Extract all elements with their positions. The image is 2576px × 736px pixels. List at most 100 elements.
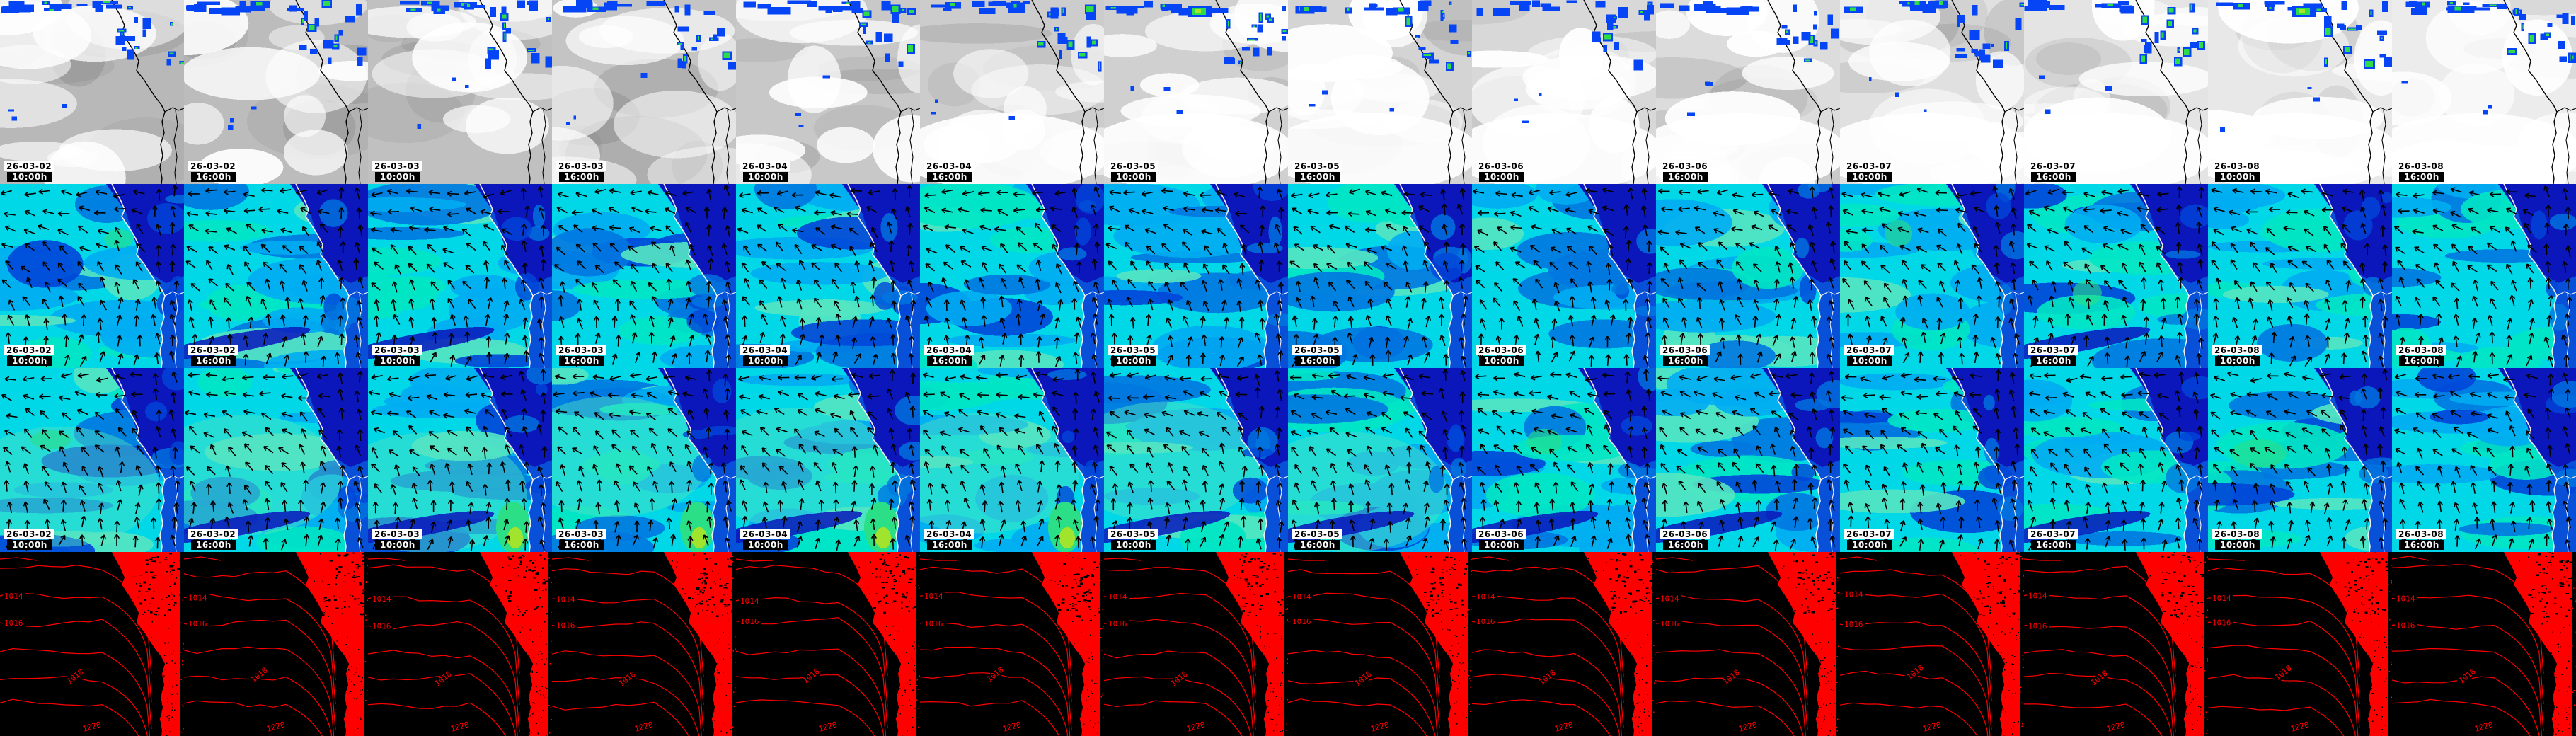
map-tile-wind-b[interactable]: 26-03-02 10:00h [0,368,184,552]
map-tile-clouds-precipitation[interactable]: 26-03-08 16:00h [2392,0,2576,184]
wind-arrow [2032,316,2039,328]
map-tile-clouds-precipitation[interactable]: 26-03-02 16:00h [184,0,368,184]
wind-arrow [1864,297,1873,307]
map-tile-wind-b[interactable]: 26-03-08 16:00h [2392,368,2576,552]
wind-arrow [1841,395,1853,401]
wind-arrow [1420,444,1427,456]
map-tile-wind-a[interactable]: 26-03-05 10:00h [1104,184,1288,368]
map-tile-pressure-isobars[interactable]: 1014 1016 1018 1020 [368,552,552,736]
map-tile-wind-a[interactable]: 26-03-05 16:00h [1288,184,1472,368]
map-tile-wind-b[interactable]: 26-03-05 10:00h [1104,368,1288,552]
map-tile-wind-a[interactable]: 26-03-02 16:00h [184,184,368,368]
map-tile-clouds-precipitation[interactable]: 26-03-05 16:00h [1288,0,1472,184]
wind-arrow [2487,372,2499,379]
map-tile-pressure-isobars[interactable]: 1014 1016 1018 1020 [1288,552,1472,736]
map-tile-wind-a[interactable]: 26-03-02 10:00h [0,184,184,368]
map-tile-pressure-isobars[interactable]: 1014 1016 1018 1020 [1472,552,1656,736]
wind-arrow [648,519,654,532]
map-tile-pressure-isobars[interactable]: 1014 1016 1018 1020 [1840,552,2024,736]
wind-arrow [2360,222,2367,234]
map-tile-wind-b[interactable]: 26-03-04 16:00h [920,368,1104,552]
map-tile-wind-b[interactable]: 26-03-06 16:00h [1656,368,1840,552]
map-tile-wind-a[interactable]: 26-03-08 10:00h [2208,184,2392,368]
map-tile-clouds-precipitation[interactable]: 26-03-03 16:00h [552,0,736,184]
wind-arrow [703,313,708,326]
wind-arrow [2253,517,2260,530]
map-tile-wind-b[interactable]: 26-03-06 10:00h [1472,368,1656,552]
map-tile-wind-b[interactable]: 26-03-03 16:00h [552,368,736,552]
map-tile-clouds-precipitation[interactable]: 26-03-08 10:00h [2208,0,2392,184]
isobars [2392,556,2544,736]
wind-arrow [1516,519,1522,531]
landmass [1210,184,1288,368]
wind-arrow [578,466,585,477]
map-tile-wind-a[interactable]: 26-03-07 10:00h [1840,184,2024,368]
wind-arrow [278,447,289,454]
map-tile-clouds-precipitation[interactable]: 26-03-02 10:00h [0,0,184,184]
wind-arrow [922,372,934,379]
map-tile-clouds-precipitation[interactable]: 26-03-04 10:00h [736,0,920,184]
wind-arrow [1040,313,1046,326]
wind-arrow [1256,186,1263,199]
wind-arrow [1842,277,1851,288]
map-tile-pressure-isobars[interactable]: 1014 1016 1018 1020 [1104,552,1288,736]
map-tile-clouds-precipitation[interactable]: 26-03-04 16:00h [920,0,1104,184]
wind-arrow [2246,391,2259,398]
map-tile-clouds-precipitation[interactable]: 26-03-07 10:00h [1840,0,2024,184]
isobar [184,675,333,736]
map-tile-pressure-isobars[interactable]: 1014 1016 1018 1020 [552,552,736,736]
map-tile-pressure-isobars[interactable]: 1014 1016 1018 1020 [736,552,920,736]
map-tile-wind-a[interactable]: 26-03-04 16:00h [920,184,1104,368]
wind-arrow [1071,188,1078,200]
wind-arrow [2028,391,2041,397]
map-tile-wind-b[interactable]: 26-03-02 16:00h [184,368,368,552]
map-tile-wind-b[interactable]: 26-03-05 16:00h [1288,368,1472,552]
map-tile-wind-a[interactable]: 26-03-06 16:00h [1656,184,1840,368]
wind-arrow [2213,316,2219,328]
wind-arrow [2543,336,2550,348]
map-tile-pressure-isobars[interactable]: 1014 1016 1018 1020 [1656,552,1840,736]
map-tile-pressure-isobars[interactable]: 1014 1016 1018 1020 [184,552,368,736]
wind-arrow [2117,243,2129,251]
map-tile-pressure-isobars[interactable]: 1014 1016 1018 1020 [2392,552,2576,736]
wind-arrow [1974,499,1981,512]
coastline [663,184,736,368]
wind-arrow [96,376,108,383]
map-tile-pressure-isobars[interactable]: 1014 1016 1018 1020 [0,552,184,736]
map-tile-wind-a[interactable]: 26-03-06 10:00h [1472,184,1656,368]
map-tile-wind-a[interactable]: 26-03-07 16:00h [2024,184,2208,368]
map-tile-clouds-precipitation[interactable]: 26-03-03 10:00h [368,0,552,184]
wind-arrow [1347,211,1360,217]
wind-arrow [1124,224,1135,232]
wind-arrow [2198,337,2204,350]
map-tile-wind-b[interactable]: 26-03-04 10:00h [736,368,920,552]
isobar [2208,594,2360,705]
map-tile-wind-a[interactable]: 26-03-03 16:00h [552,184,736,368]
map-tile-wind-b[interactable]: 26-03-07 16:00h [2024,368,2208,552]
wind-arrow [339,464,346,477]
wind-arrow [571,209,584,216]
tile-date-label: 26-03-07 [2028,345,2079,355]
map-tile-clouds-precipitation[interactable]: 26-03-07 16:00h [2024,0,2208,184]
map-tile-wind-b[interactable]: 26-03-03 10:00h [368,368,552,552]
map-tile-wind-a[interactable]: 26-03-03 10:00h [368,184,552,368]
map-tile-clouds-precipitation[interactable]: 26-03-05 10:00h [1104,0,1288,184]
wind-arrow [442,225,454,231]
isobar [736,597,888,708]
wind-arrow [682,391,694,398]
wind-arrow [1420,192,1432,198]
map-tile-pressure-isobars[interactable]: 1014 1016 1018 1020 [2208,552,2392,736]
wind-arrow [2155,226,2166,235]
map-tile-pressure-isobars[interactable]: 1014 1016 1018 1020 [920,552,1104,736]
map-tile-wind-b[interactable]: 26-03-08 10:00h [2208,368,2392,552]
map-tile-clouds-precipitation[interactable]: 26-03-06 16:00h [1656,0,1840,184]
map-tile-wind-a[interactable]: 26-03-08 16:00h [2392,184,2576,368]
map-tile-wind-b[interactable]: 26-03-07 10:00h [1840,368,2024,552]
wind-arrow [2527,244,2537,253]
map-tile-pressure-isobars[interactable]: 1014 1016 1018 1020 [2024,552,2208,736]
wind-arrow [1185,299,1192,311]
map-tile-wind-a[interactable]: 26-03-04 10:00h [736,184,920,368]
wind-arrow [282,336,288,348]
map-tile-clouds-precipitation[interactable]: 26-03-06 10:00h [1472,0,1656,184]
wind-arrow [742,335,748,347]
